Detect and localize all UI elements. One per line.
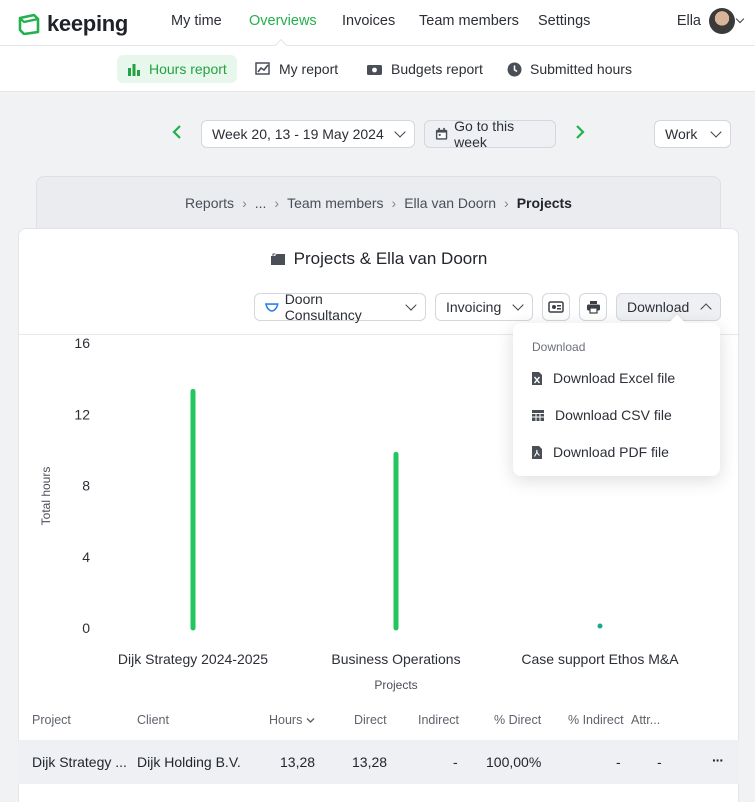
pdf-file-icon (532, 445, 542, 459)
breadcrumb-reports[interactable]: Reports (185, 195, 235, 211)
breadcrumb-separator: › (274, 195, 280, 211)
column-pct-direct[interactable]: % Direct (494, 713, 542, 727)
download-pdf-label: Download PDF file (553, 444, 669, 460)
cell-pct-direct: 100,00% (486, 754, 542, 770)
nav-overviews[interactable]: Overviews (249, 13, 317, 29)
table-header: Project Client Hours Direct Indirect % D… (18, 706, 739, 736)
bar-chart-icon (128, 64, 140, 76)
avatar (709, 8, 735, 34)
download-excel-item[interactable]: Download Excel file (531, 370, 675, 386)
download-excel-label: Download Excel file (553, 370, 676, 386)
cell-attr: - (657, 754, 662, 770)
chevron-down-icon (405, 299, 417, 311)
client-logo-icon (265, 303, 279, 312)
line-chart-icon (255, 62, 270, 75)
subnav-submitted-hours[interactable]: Submitted hours (497, 55, 642, 83)
row-more-button[interactable]: ··· (712, 752, 724, 768)
chevron-right-icon (576, 125, 585, 139)
breadcrumb-ella-van-doorn[interactable]: Ella van Doorn (404, 195, 497, 211)
columns-button[interactable] (542, 293, 570, 321)
breadcrumb-separator: › (242, 195, 247, 211)
nav-invoices[interactable]: Invoices (342, 13, 396, 29)
breadcrumb: Reports › ... › Team members › Ella van … (37, 195, 720, 211)
sub-navigation: Hours report My report Budgets report Su… (0, 46, 755, 92)
subnav-label: My report (279, 61, 339, 77)
breadcrumb-separator: › (391, 195, 397, 211)
work-type-select[interactable]: Work (654, 120, 731, 148)
work-type-label: Work (665, 126, 698, 142)
folder-icon (270, 253, 285, 265)
top-navigation: keeping My time Overviews Invoices Team … (0, 0, 755, 46)
column-hours[interactable]: Hours (269, 713, 315, 727)
subnav-budgets-report[interactable]: Budgets report (356, 55, 493, 83)
download-menu-heading: Download (532, 340, 586, 354)
go-to-this-week-button[interactable]: Go to this week (424, 118, 556, 150)
next-week-button[interactable] (575, 123, 585, 144)
column-indirect[interactable]: Indirect (418, 713, 459, 727)
clock-icon (507, 62, 522, 76)
column-attr[interactable]: Attr... (631, 713, 661, 727)
breadcrumb-separator: › (504, 195, 509, 211)
chevron-up-icon (700, 303, 712, 315)
subnav-label: Submitted hours (530, 61, 632, 77)
nav-my-time[interactable]: My time (171, 13, 222, 29)
cell-direct: 13,28 (352, 754, 388, 770)
chevron-down-icon (394, 126, 406, 138)
excel-file-icon (532, 371, 542, 385)
cell-project[interactable]: Dijk Strategy ... (32, 754, 127, 770)
subnav-hours-report[interactable]: Hours report (117, 55, 237, 83)
subnav-label: Budgets report (391, 61, 483, 77)
week-select[interactable]: Week 20, 13 - 19 May 2024 (201, 120, 415, 148)
download-csv-label: Download CSV file (555, 407, 672, 423)
invoicing-filter-select[interactable]: Invoicing (435, 293, 533, 321)
subnav-label: Hours report (149, 61, 227, 77)
printer-icon (586, 301, 600, 314)
report-title: Projects & Ella van Doorn (19, 249, 738, 269)
download-button[interactable]: Download (616, 293, 721, 321)
user-name: Ella (676, 13, 701, 29)
breadcrumb-ellipsis[interactable]: ... (254, 195, 267, 211)
brand-name: keeping (47, 11, 129, 36)
go-to-this-week-label: Go to this week (454, 118, 515, 150)
toolbar-divider (19, 334, 740, 335)
week-label: Week 20, 13 - 19 May 2024 (212, 126, 384, 142)
nav-team-members[interactable]: Team members (419, 13, 519, 29)
cell-pct-indirect: - (616, 754, 621, 770)
column-direct[interactable]: Direct (354, 713, 387, 727)
print-button[interactable] (579, 293, 607, 321)
download-label: Download (627, 299, 690, 315)
keeping-logo[interactable]: keeping (17, 11, 128, 37)
download-menu: Download Download Excel file Download CS… (513, 314, 720, 476)
download-csv-item[interactable]: Download CSV file (531, 407, 672, 423)
keeping-logo-icon (18, 13, 40, 35)
previous-week-button[interactable] (172, 123, 182, 144)
chevron-down-icon (512, 299, 524, 311)
column-hours-label: Hours (269, 713, 303, 727)
subnav-my-report[interactable]: My report (245, 55, 348, 83)
cell-hours: 13,28 (280, 754, 316, 770)
breadcrumb-team-members[interactable]: Team members (287, 195, 384, 211)
client-filter-select[interactable]: Doorn Consultancy (254, 291, 426, 323)
column-pct-indirect[interactable]: % Indirect (568, 713, 624, 727)
cell-indirect: - (453, 754, 458, 770)
chevron-down-icon (735, 14, 745, 24)
cell-client: Dijk Holding B.V. (137, 754, 241, 770)
report-title-text: Projects & Ella van Doorn (293, 249, 488, 268)
client-filter-label: Doorn Consultancy (284, 291, 362, 323)
chevron-left-icon (172, 125, 181, 139)
breadcrumb-current: Projects (516, 195, 572, 211)
user-menu[interactable]: Ella (676, 8, 745, 34)
csv-table-icon (532, 409, 544, 421)
sort-descending-icon (306, 718, 315, 723)
money-icon (367, 64, 382, 75)
invoicing-filter-label: Invoicing (446, 299, 502, 315)
column-client[interactable]: Client (137, 713, 169, 727)
table-columns-icon (548, 301, 564, 313)
table-row[interactable]: Dijk Strategy ... Dijk Holding B.V. 13,2… (18, 740, 739, 784)
column-project[interactable]: Project (32, 713, 71, 727)
nav-settings[interactable]: Settings (538, 13, 591, 29)
download-pdf-item[interactable]: Download PDF file (531, 444, 669, 460)
calendar-icon (435, 127, 448, 140)
chevron-down-icon (710, 126, 722, 138)
